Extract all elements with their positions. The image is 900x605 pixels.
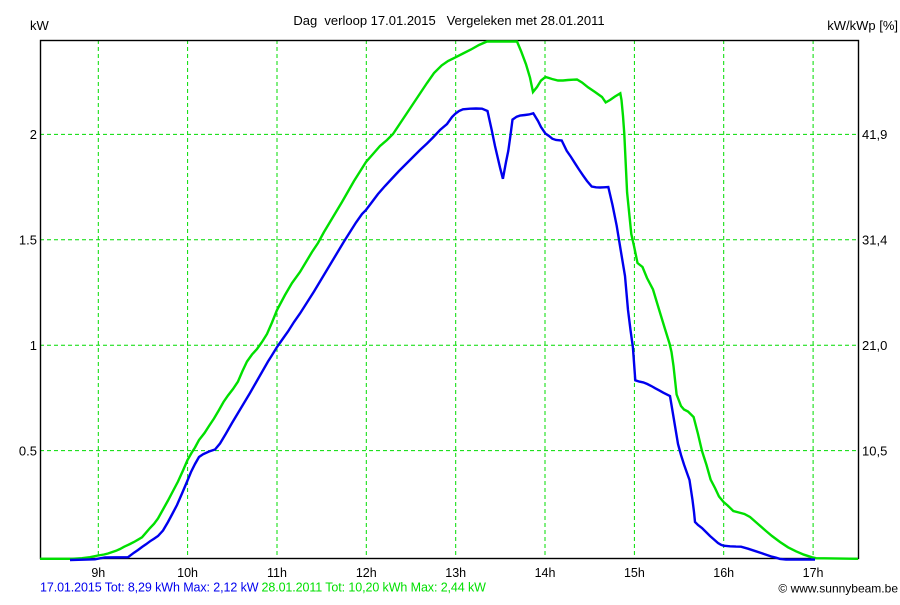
- svg-text:kW: kW: [30, 18, 50, 33]
- svg-text:10h: 10h: [177, 566, 198, 580]
- svg-text:31,4: 31,4: [862, 233, 887, 248]
- svg-text:16h: 16h: [713, 566, 734, 580]
- svg-text:13h: 13h: [445, 566, 466, 580]
- svg-text:kW/kWp [%]: kW/kWp [%]: [827, 18, 898, 33]
- svg-text:15h: 15h: [624, 566, 645, 580]
- svg-text:28.01.2011 Tot: 10,20 kWh Max:: 28.01.2011 Tot: 10,20 kWh Max: 2,44 kW: [262, 581, 487, 595]
- svg-text:1.5: 1.5: [19, 233, 37, 248]
- svg-text:14h: 14h: [535, 566, 556, 580]
- svg-text:1: 1: [30, 338, 37, 353]
- svg-text:17h: 17h: [803, 566, 824, 580]
- svg-text:17.01.2015 Tot: 8,29 kWh Max:: 17.01.2015 Tot: 8,29 kWh Max: 2,12 kW: [40, 581, 259, 595]
- svg-text:9h: 9h: [91, 566, 105, 580]
- svg-text:12h: 12h: [356, 566, 377, 580]
- svg-text:Dag verloop 17.01.2015 Verg: Dag verloop 17.01.2015 Vergeleken met 28…: [293, 13, 604, 28]
- svg-text:10,5: 10,5: [862, 444, 887, 459]
- svg-text:11h: 11h: [267, 566, 287, 580]
- svg-text:© www.sunnybeam.be: © www.sunnybeam.be: [778, 582, 898, 596]
- svg-text:41,9: 41,9: [862, 127, 887, 142]
- svg-text:2: 2: [30, 127, 37, 142]
- svg-text:21,0: 21,0: [862, 338, 887, 353]
- svg-text:0.5: 0.5: [19, 444, 37, 459]
